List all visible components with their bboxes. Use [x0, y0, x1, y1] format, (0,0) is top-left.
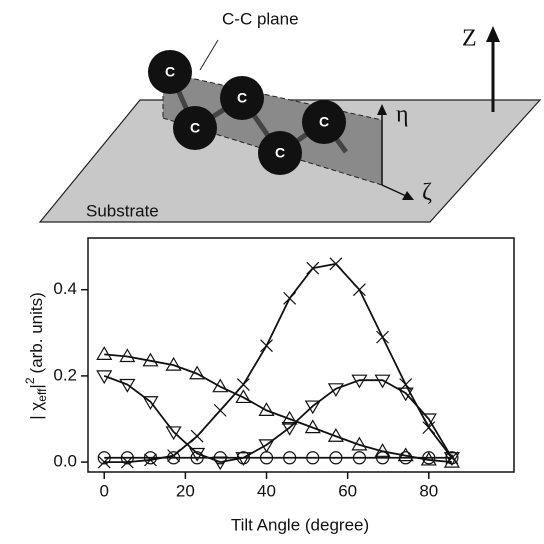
y-title-sup: 2: [23, 377, 37, 384]
marker: [283, 291, 297, 305]
marker: [351, 436, 368, 451]
marker: [142, 352, 159, 367]
marker: [97, 451, 111, 465]
zeta-label: ζ: [422, 180, 432, 206]
marker: [120, 451, 134, 465]
arrowhead: [402, 191, 414, 200]
x-tick-label: 20: [176, 481, 195, 500]
y-title-part: (arb. units): [27, 292, 46, 373]
marker: [420, 451, 437, 466]
atom-label: C: [319, 114, 329, 130]
marker: [445, 451, 459, 465]
marker: [165, 426, 182, 441]
marker: [96, 346, 113, 360]
x-tick-label: 0: [99, 481, 108, 500]
marker: [119, 378, 136, 393]
marker: [96, 370, 113, 385]
marker: [306, 261, 320, 275]
y-title-part: |: [27, 384, 46, 388]
marker: [376, 330, 389, 344]
y-title-part: | χ: [27, 402, 46, 420]
substrate-label: Substrate: [86, 201, 159, 220]
x-tick-label: 80: [419, 481, 438, 500]
marker: [422, 421, 436, 435]
marker: [399, 451, 413, 465]
marker: [327, 428, 344, 442]
atoms: [148, 50, 346, 175]
marker: [375, 451, 390, 465]
marker: [352, 283, 366, 297]
marker: [236, 378, 250, 391]
marker: [374, 374, 391, 389]
marker: [281, 422, 298, 436]
marker: [420, 413, 437, 428]
y-axis-title: | χeff|2 (arb. units): [23, 292, 49, 420]
atom-label: C: [190, 120, 200, 136]
marker: [260, 339, 273, 353]
marker: [190, 429, 204, 443]
x-tick-label: 40: [257, 481, 276, 500]
marker: [397, 447, 414, 462]
marker: [165, 356, 182, 371]
marker: [259, 451, 274, 465]
arrowhead: [377, 104, 387, 115]
marker: [212, 378, 229, 393]
marker: [189, 365, 206, 380]
marker: [143, 451, 158, 465]
marker: [167, 449, 181, 463]
arrowhead: [486, 26, 500, 42]
marker: [235, 389, 252, 404]
marker: [142, 396, 159, 410]
marker: [329, 257, 343, 271]
marker: [190, 451, 204, 465]
marker: [213, 403, 227, 417]
y-tick-label: 0.0: [53, 452, 77, 471]
marker: [235, 452, 252, 466]
marker: [213, 451, 227, 465]
cc-plane: [163, 72, 382, 185]
marker: [144, 453, 157, 467]
plane-label: C-C plane: [222, 9, 299, 28]
fit-curve: [104, 353, 453, 463]
marker: [374, 443, 391, 457]
marker: [281, 410, 298, 425]
atom-label: C: [275, 145, 285, 161]
marker: [327, 383, 344, 398]
y-tick-label: 0.2: [53, 365, 77, 384]
leader: [199, 39, 219, 71]
eta-label: η: [396, 102, 409, 128]
marker: [119, 348, 136, 363]
marker: [304, 400, 321, 415]
z-label: Z: [462, 26, 477, 52]
marker: [329, 451, 343, 465]
marker: [258, 439, 275, 454]
y-title-sub: eff: [35, 388, 49, 402]
marker: [304, 419, 321, 434]
marker: [443, 452, 460, 466]
plot-frame: [87, 237, 515, 473]
marker: [167, 451, 181, 465]
marker: [283, 451, 297, 465]
marker: [351, 374, 368, 389]
marker: [258, 402, 275, 416]
fit-curve: [103, 375, 453, 464]
marker: [443, 453, 460, 468]
x-axis-title: Tilt Angle (degree): [231, 515, 369, 534]
zeta-axis: [381, 184, 407, 197]
marker: [422, 451, 436, 465]
atom-label: C: [237, 90, 247, 106]
marker: [397, 387, 414, 402]
marker: [306, 451, 320, 465]
atom-label: C: [165, 64, 175, 80]
marker: [352, 451, 367, 465]
x-tick-label: 60: [338, 481, 357, 500]
marker: [236, 451, 250, 465]
plane-edge: [162, 71, 383, 121]
marker: [212, 456, 229, 471]
marker: [189, 447, 206, 462]
y-tick-label: 0.4: [53, 279, 77, 298]
